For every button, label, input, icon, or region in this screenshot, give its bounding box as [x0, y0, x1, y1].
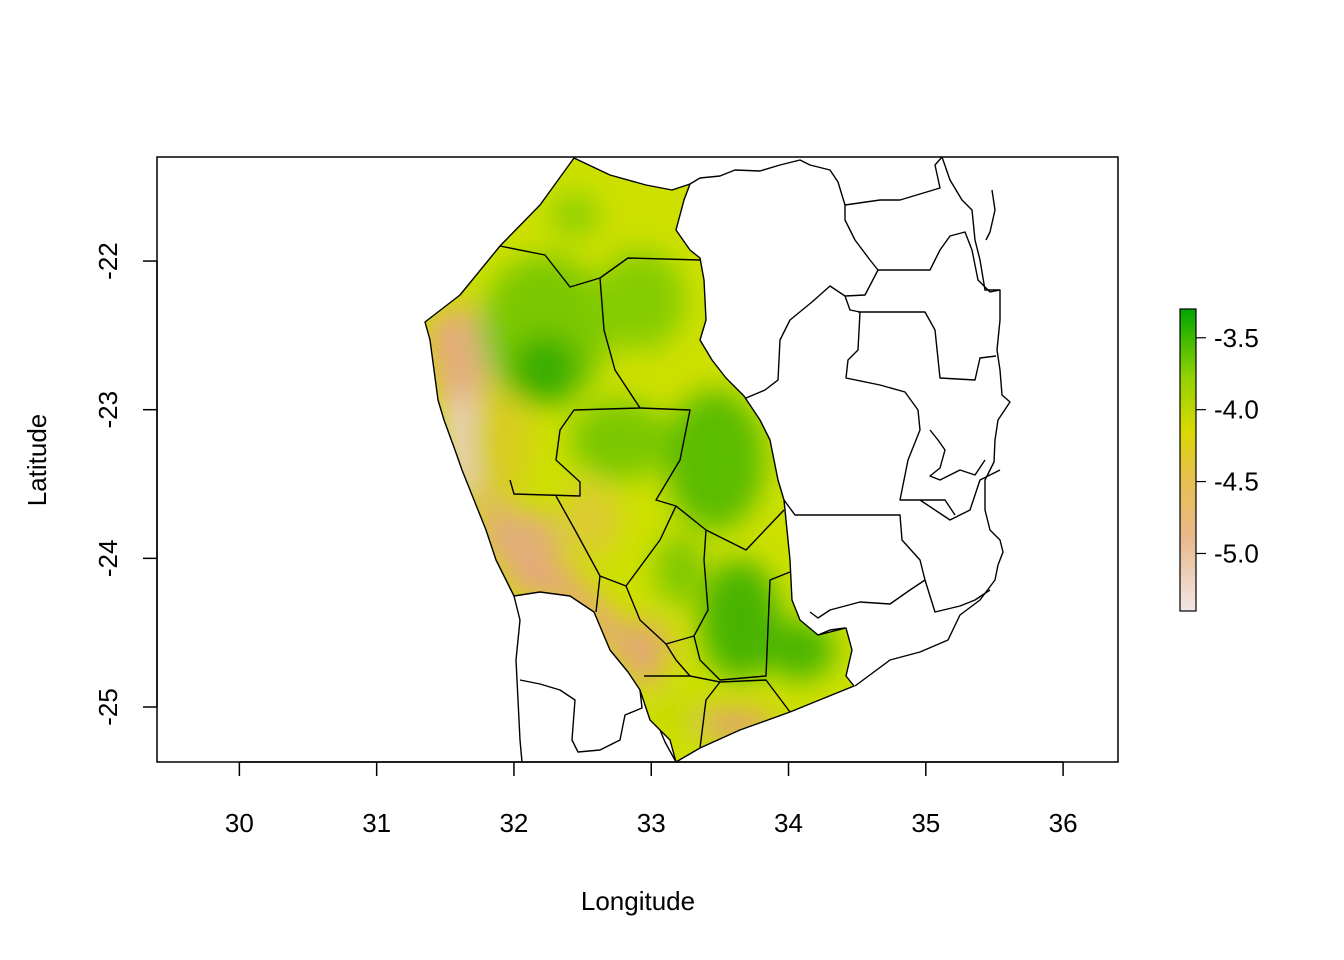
y-tick-label: -23 [93, 391, 123, 429]
y-axis-title: Latitude [22, 414, 52, 507]
boundary-lines [424, 156, 1011, 763]
legend-colorbar: -3.5 -4.0 -4.5 -5.0 [1179, 308, 1259, 612]
raster-surface [425, 158, 854, 762]
legend-tick-label: -4.0 [1214, 395, 1259, 425]
x-tick-label: 33 [637, 808, 666, 838]
x-tick-label: 32 [499, 808, 528, 838]
x-axis-title: Longitude [581, 886, 695, 916]
legend-tick-label: -3.5 [1214, 323, 1259, 353]
legend-tick-label: -5.0 [1214, 538, 1259, 568]
y-tick-label: -22 [93, 242, 123, 280]
x-tick-label: 36 [1049, 808, 1078, 838]
x-tick-label: 31 [362, 808, 391, 838]
legend-tick-label: -4.5 [1214, 467, 1259, 497]
x-axis: 30 31 32 33 34 35 36 [225, 761, 1078, 838]
x-tick-label: 35 [911, 808, 940, 838]
legend-gradient-bar [1179, 308, 1197, 612]
y-axis: -22 -23 -24 -25 [93, 242, 158, 726]
y-tick-label: -24 [93, 540, 123, 578]
x-tick-label: 30 [225, 808, 254, 838]
x-tick-label: 34 [774, 808, 803, 838]
y-tick-label: -25 [93, 688, 123, 726]
